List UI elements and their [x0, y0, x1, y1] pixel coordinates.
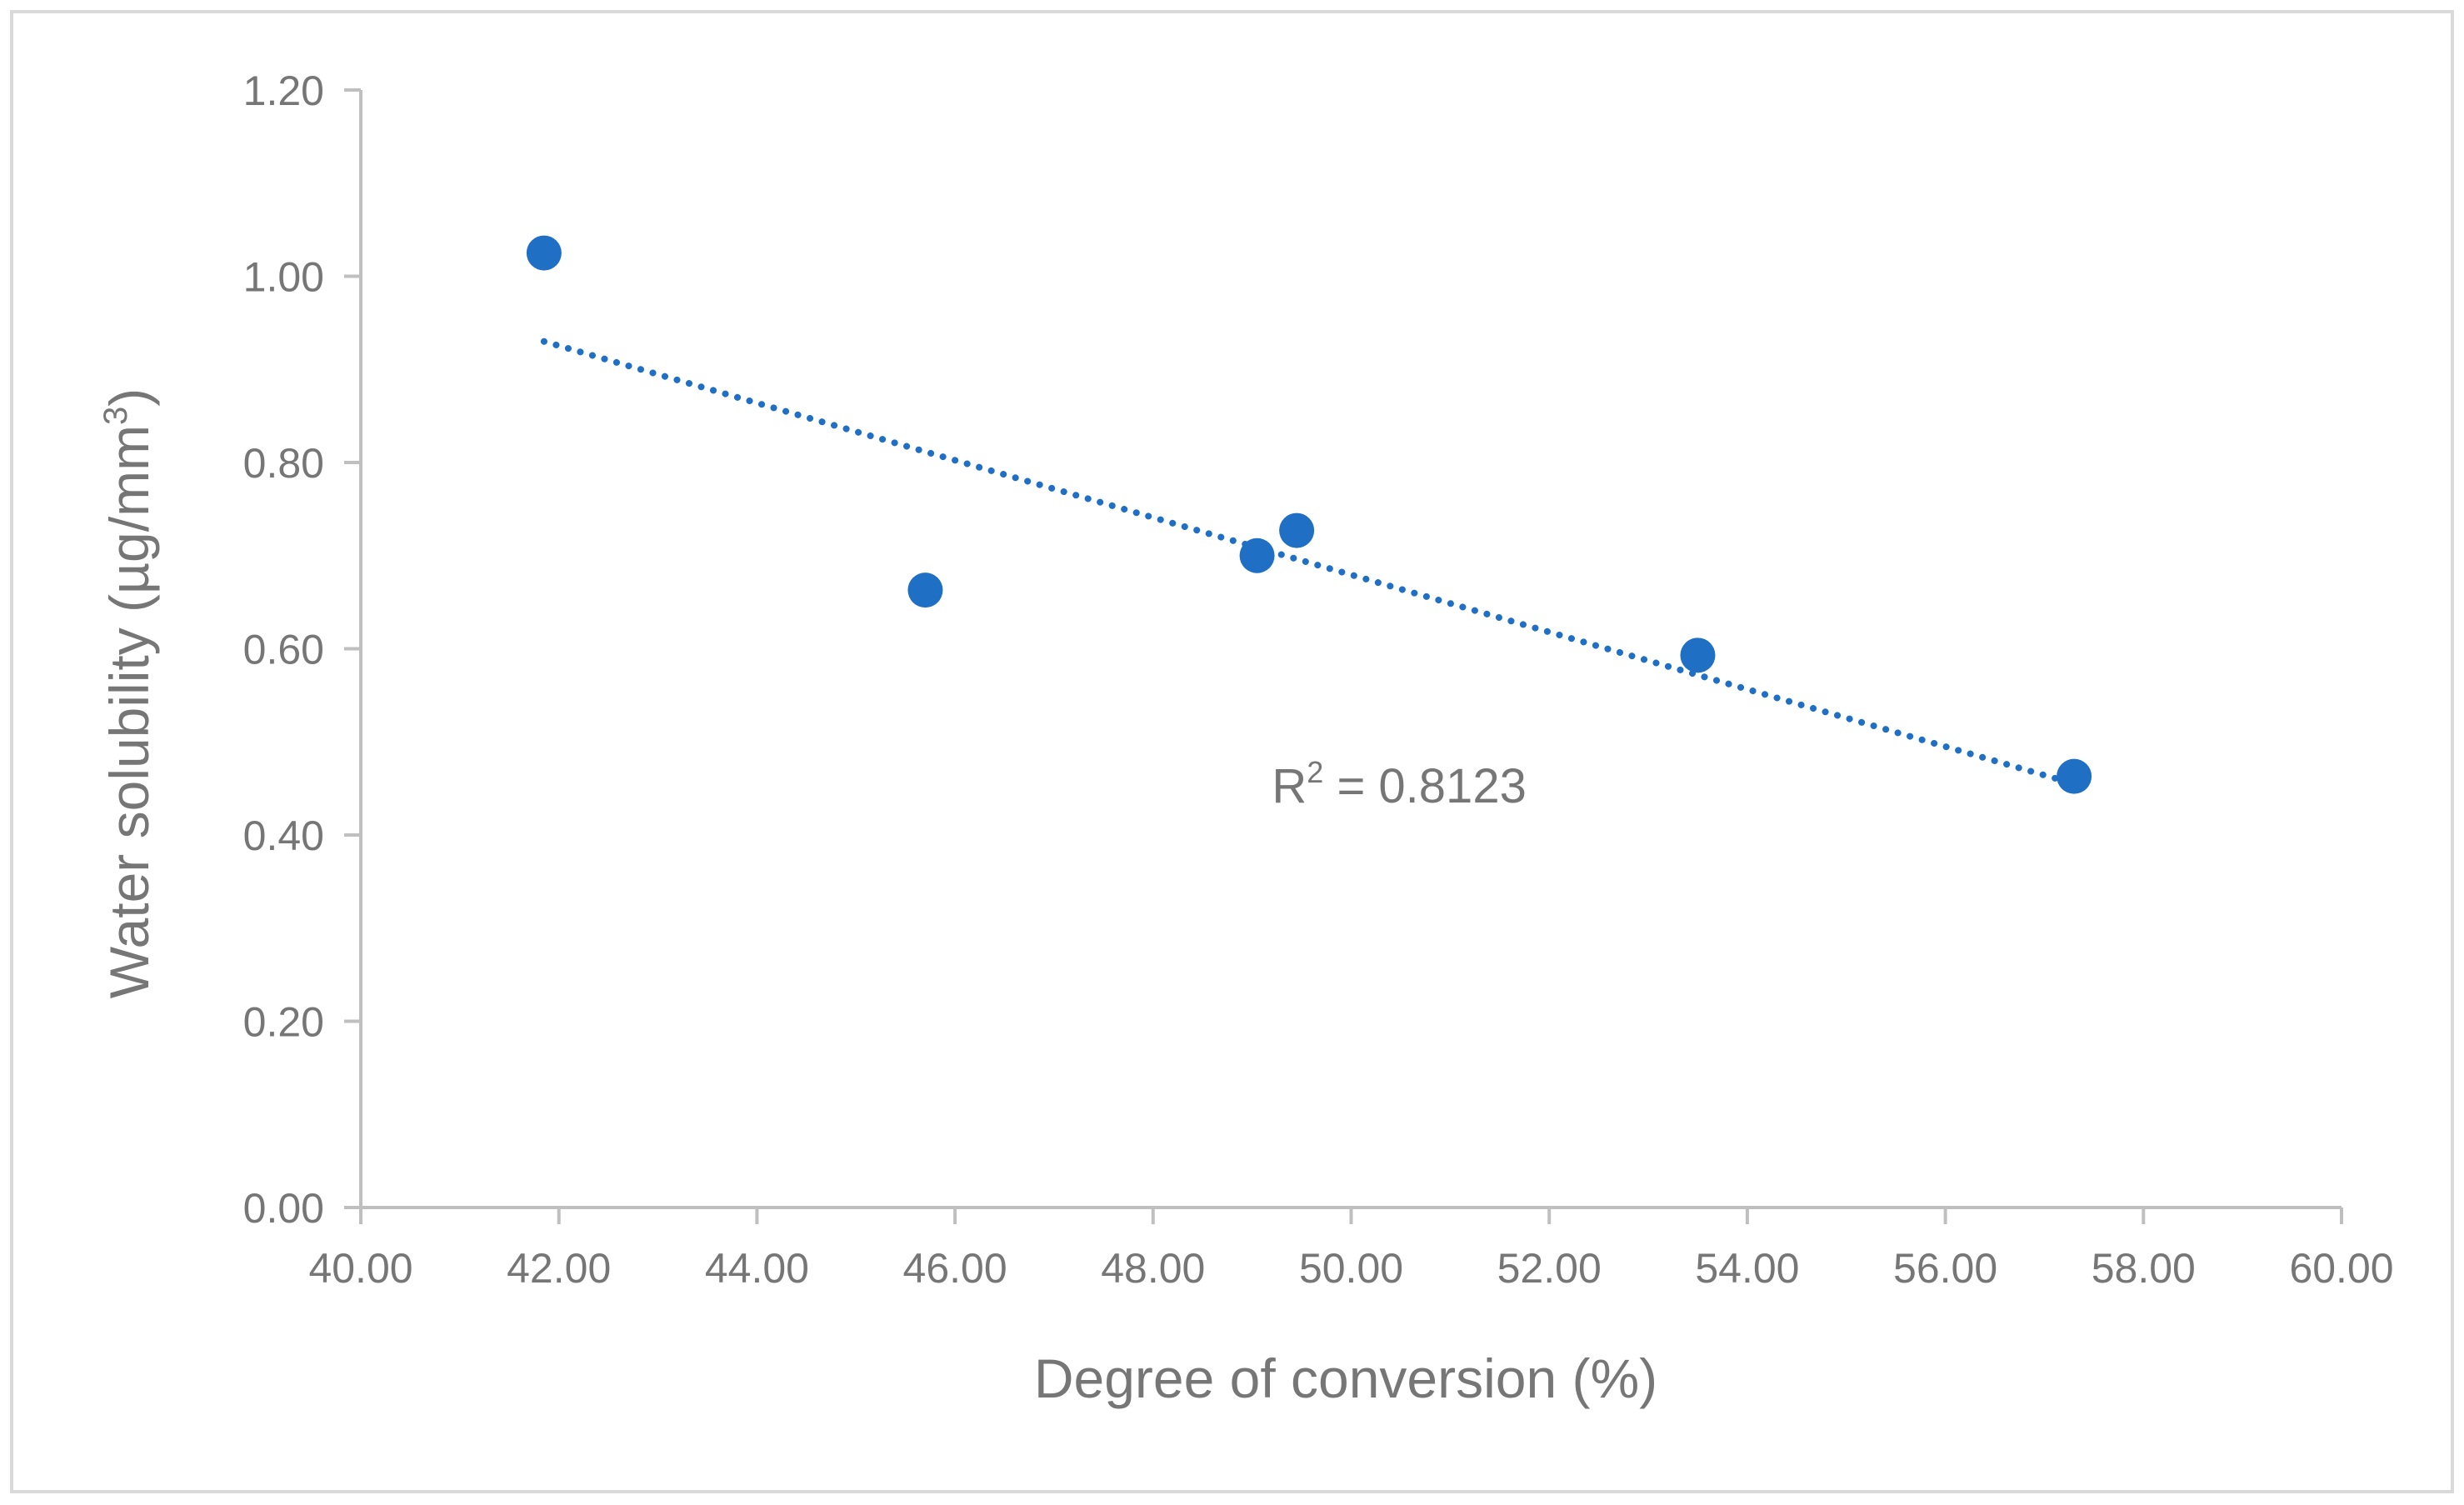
data-point — [1239, 538, 1275, 573]
x-tick-label: 52.00 — [1497, 1245, 1602, 1292]
trendline — [540, 338, 2078, 788]
x-tick-label: 54.00 — [1695, 1245, 1799, 1292]
y-tick-label: 0.60 — [243, 627, 324, 673]
data-point — [907, 572, 943, 608]
y-tick-label: 0.20 — [243, 999, 324, 1046]
r-squared-base: R — [1272, 759, 1307, 813]
data-points — [526, 235, 2092, 794]
data-point — [526, 235, 562, 271]
r-squared-sup: 2 — [1307, 755, 1323, 789]
y-tick-label: 0.40 — [243, 812, 324, 859]
x-tick-label: 44.00 — [705, 1245, 809, 1292]
x-axis-ticks: 40.00 42.00 44.00 46.00 48.00 50.00 52.00 54.00… — [308, 1208, 2394, 1292]
r-squared-annotation: R2 = 0.8123 — [1272, 755, 1526, 813]
trendline-group — [540, 338, 2078, 788]
x-tick-label: 42.00 — [507, 1245, 611, 1292]
x-tick-label: 50.00 — [1299, 1245, 1403, 1292]
y-axis-title-main: Water solubility (µg/mm — [98, 425, 160, 998]
y-axis-title-close: ) — [98, 388, 160, 407]
r-squared-value: = 0.8123 — [1323, 759, 1527, 813]
chart-frame — [10, 10, 2454, 1493]
y-axis-title-sup: 3 — [97, 407, 134, 425]
x-tick-label: 58.00 — [2092, 1245, 2196, 1292]
data-point — [1680, 638, 1716, 673]
x-tick-label: 40.00 — [308, 1245, 412, 1292]
y-axis-title: Water solubility (µg/mm3) — [97, 388, 160, 999]
data-point — [1279, 512, 1315, 548]
x-tick-label: 56.00 — [1893, 1245, 1997, 1292]
y-tick-label: 0.80 — [243, 440, 324, 487]
x-axis-title: Degree of conversion (%) — [1034, 1348, 1657, 1409]
x-tick-label: 48.00 — [1101, 1245, 1205, 1292]
y-tick-label: 0.00 — [243, 1185, 324, 1232]
y-tick-label: 1.20 — [243, 68, 324, 114]
y-tick-label: 1.00 — [243, 254, 324, 301]
y-axis-ticks: 0.00 0.20 0.40 0.60 0.80 1.00 1.20 — [243, 68, 361, 1232]
x-tick-label: 60.00 — [2289, 1245, 2393, 1292]
data-point — [2057, 758, 2092, 794]
x-tick-label: 46.00 — [903, 1245, 1007, 1292]
